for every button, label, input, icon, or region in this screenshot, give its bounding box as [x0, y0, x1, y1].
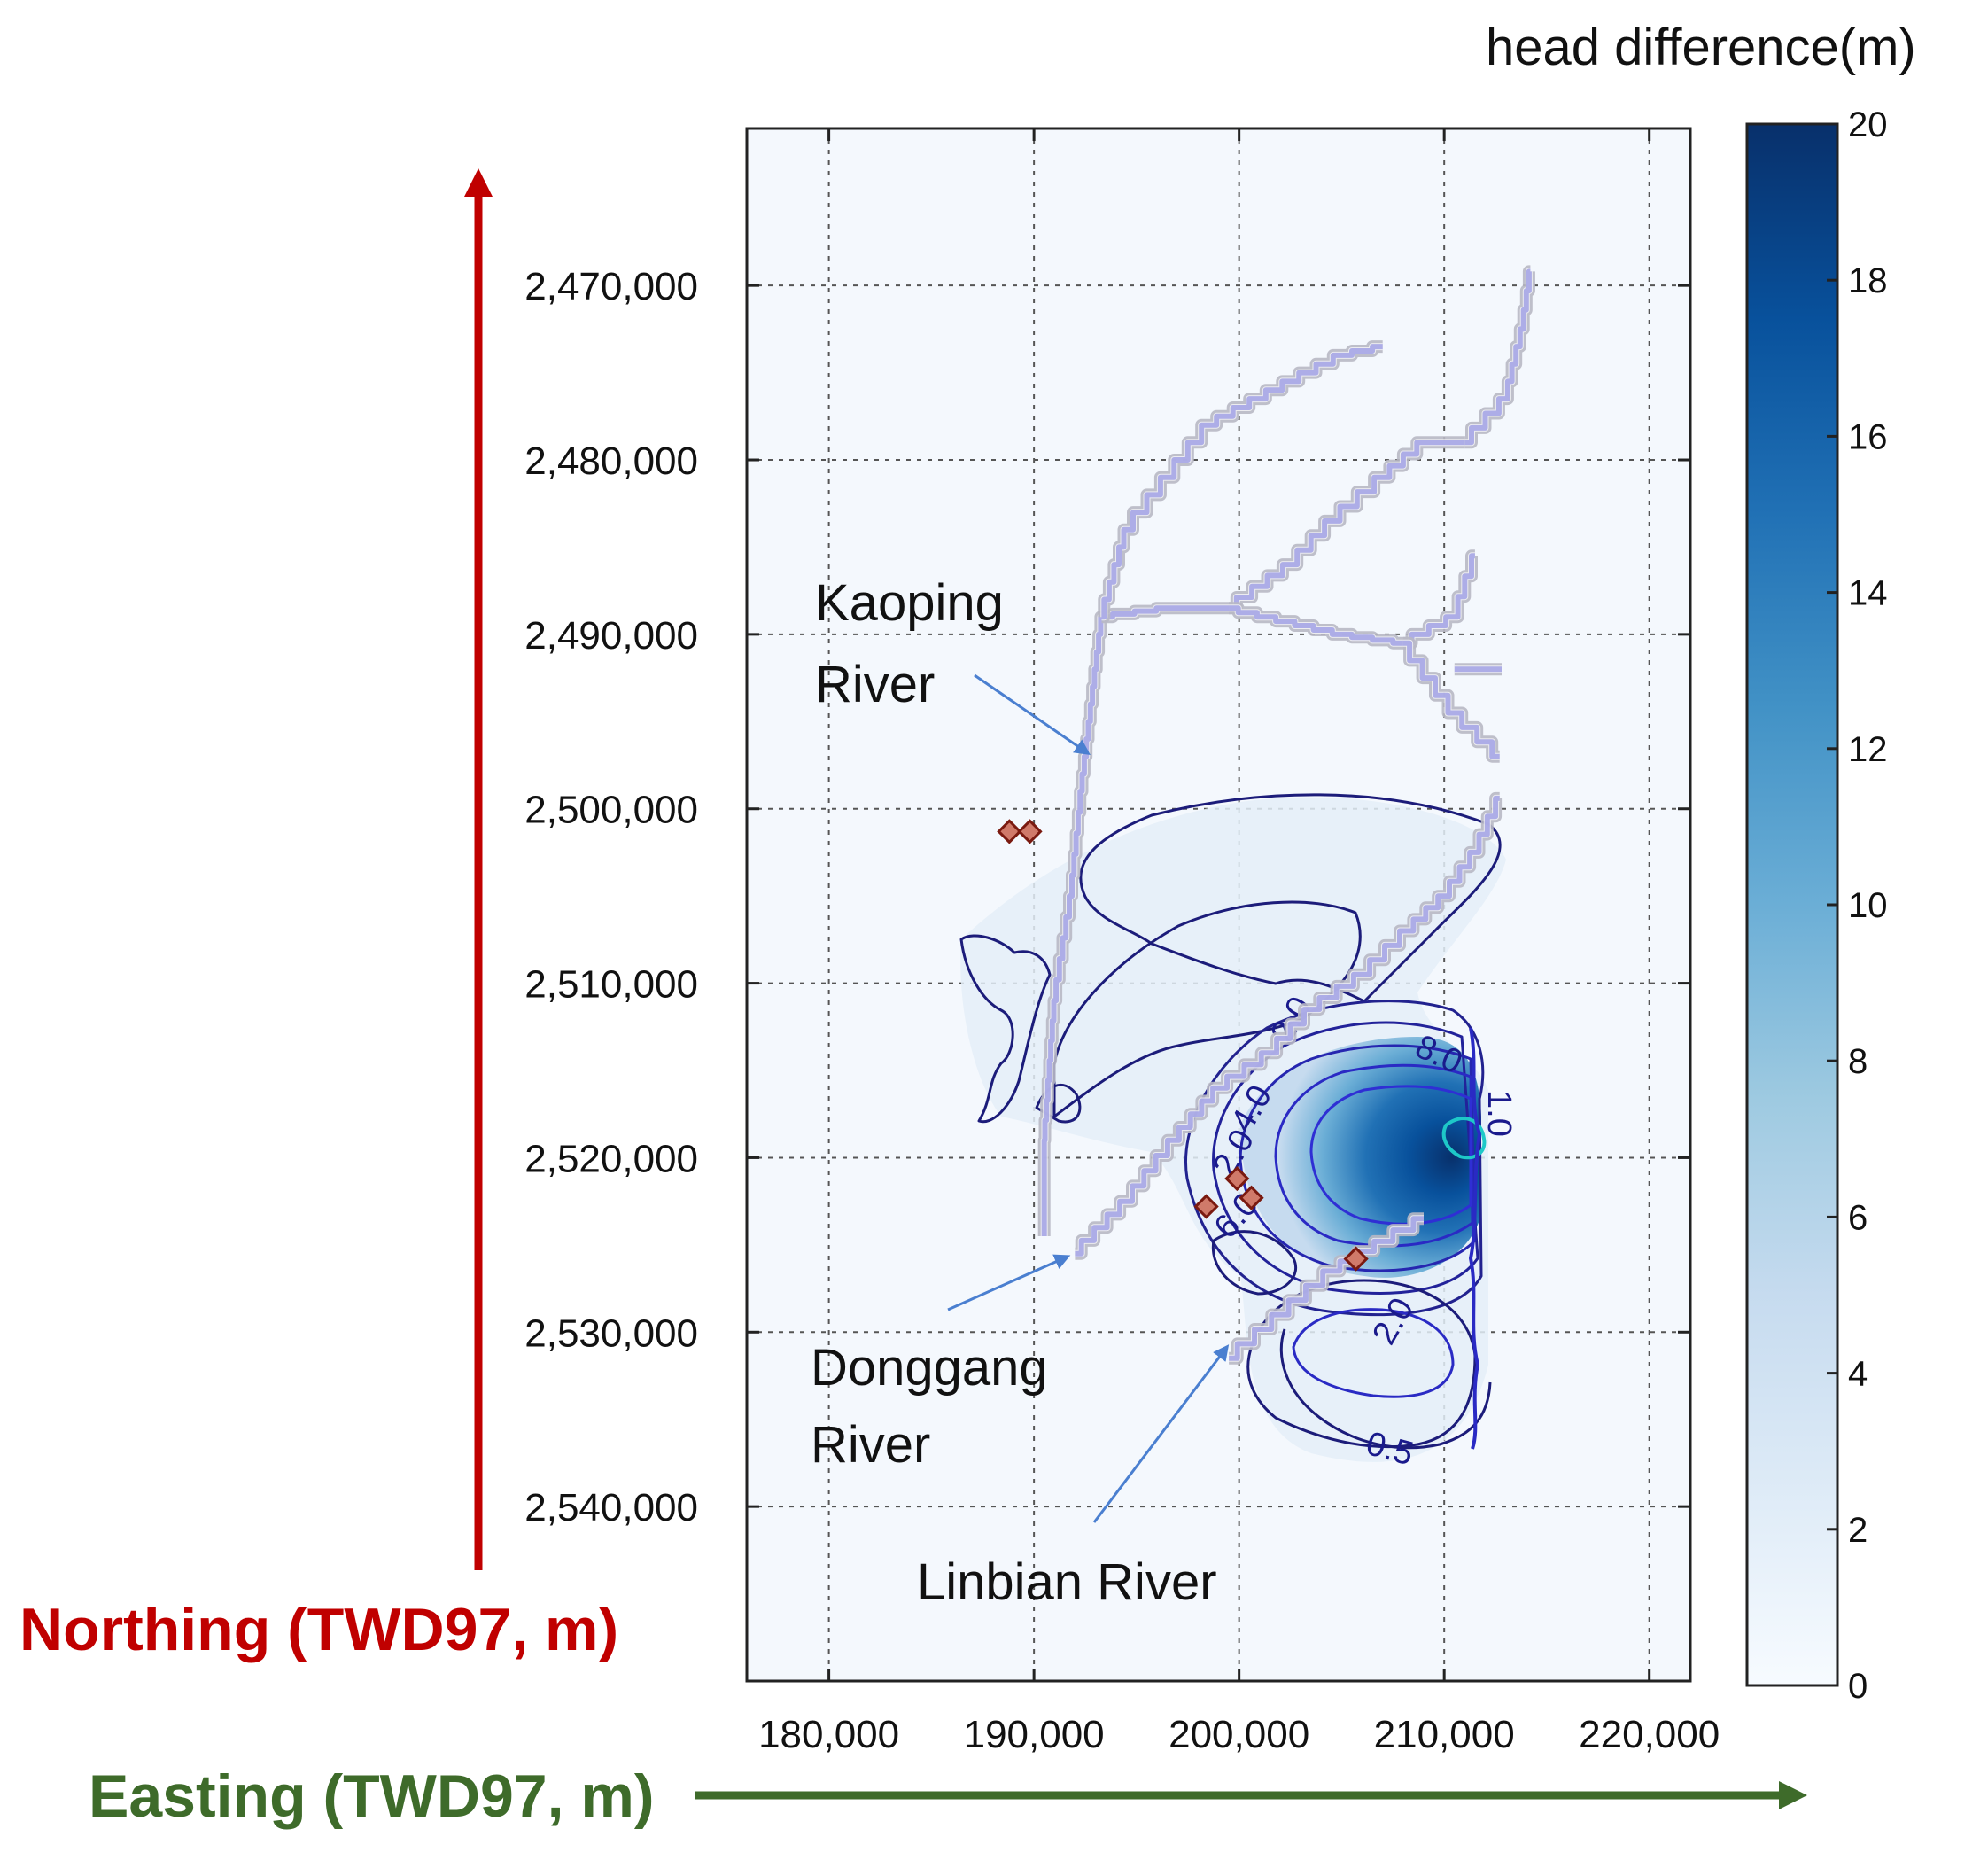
- contour-line: [1239, 1044, 1477, 1272]
- well-marker: [1017, 819, 1043, 844]
- y-tick-label: 2,510,000: [524, 963, 698, 1007]
- y-tick-label: 2,530,000: [524, 1311, 698, 1355]
- linbian-arrow: [1092, 1344, 1230, 1523]
- kaoping-arrow: [974, 673, 1091, 756]
- colorbar-title: head difference(m): [1486, 19, 1916, 76]
- river-label-line: River: [815, 656, 935, 713]
- river-label-line: Donggang: [811, 1339, 1048, 1397]
- colorbar-ticks: 0 2 4 6 8 10 12 14 16 18 20: [1827, 105, 1888, 1706]
- colorbar-tick-label: 2: [1848, 1511, 1868, 1550]
- easting-axis-label: Easting (TWD97, m): [89, 1763, 655, 1830]
- well-marker: [1193, 1194, 1219, 1219]
- wells: [997, 819, 1369, 1272]
- easting-arrowhead: [1779, 1781, 1807, 1809]
- contour-line: [1292, 1308, 1455, 1398]
- colorbar-tick-label: 0: [1848, 1667, 1868, 1706]
- well-marker: [997, 819, 1022, 844]
- colorbar-tick-label: 14: [1848, 574, 1888, 613]
- y-tick-label: 2,500,000: [524, 789, 698, 832]
- well-marker: [1239, 1185, 1264, 1210]
- river-label-line: River: [811, 1416, 930, 1474]
- colorbar-tick-label: 18: [1848, 261, 1888, 300]
- contour-label: 1.0: [1480, 1090, 1518, 1137]
- y-tick-label: 2,520,000: [524, 1137, 698, 1180]
- well-marker: [1343, 1246, 1369, 1272]
- plot-frame: [745, 127, 1692, 1683]
- river-course: [1075, 795, 1500, 1257]
- contour-line: [1079, 793, 1502, 1003]
- colorbar-tick-label: 4: [1848, 1355, 1868, 1394]
- river-label-linbian: Linbian River: [917, 1553, 1217, 1611]
- contour-line: [1052, 900, 1362, 1118]
- colorbar: [1745, 122, 1839, 1687]
- colorbar-tick-label: 10: [1848, 886, 1888, 925]
- y-tick-label: 2,470,000: [524, 265, 698, 308]
- colorbar-tick-label: 6: [1848, 1198, 1868, 1237]
- contour-lines: [959, 793, 1502, 1450]
- x-tick-label: 220,000: [1579, 1713, 1720, 1756]
- x-tick-label: 190,000: [964, 1713, 1105, 1756]
- x-tick-label: 210,000: [1374, 1713, 1515, 1756]
- donggang-arrow: [947, 1254, 1071, 1311]
- northing-axis-label: Northing (TWD97, m): [19, 1596, 618, 1663]
- colorbar-tick-label: 8: [1848, 1042, 1868, 1081]
- contour-line: [1469, 1027, 1481, 1450]
- river-label-line: Kaoping: [815, 574, 1004, 632]
- x-ticks: 180,000 190,000 200,000 210,000 220,000: [758, 128, 1720, 1756]
- x-tick-label: 180,000: [758, 1713, 899, 1756]
- river-course: [1229, 1216, 1424, 1361]
- river-course: [1464, 268, 1532, 446]
- river-course: [1402, 640, 1500, 759]
- colorbar-tick-label: 20: [1848, 105, 1888, 144]
- river-label-kaoping: Kaoping River: [815, 574, 1018, 713]
- colorbar-tick-label: 12: [1848, 730, 1888, 769]
- river-label-donggang: Donggang River: [811, 1339, 1062, 1474]
- x-tick-label: 200,000: [1169, 1713, 1309, 1756]
- contour-line: [1309, 1085, 1472, 1226]
- contour-line: [959, 934, 1052, 1124]
- northing-arrowhead: [464, 168, 493, 197]
- contour-line: [1279, 1328, 1492, 1450]
- river-course: [1101, 344, 1383, 620]
- y-tick-label: 2,490,000: [524, 614, 698, 658]
- rivers: [1037, 265, 1535, 1365]
- colorbar-tick-label: 16: [1848, 417, 1888, 456]
- river-course: [1041, 440, 1465, 1236]
- y-ticks: 2,470,000 2,480,000 2,490,000 2,500,000 2,51…: [524, 265, 1690, 1529]
- river-course: [1229, 553, 1475, 646]
- y-tick-label: 2,540,000: [524, 1486, 698, 1529]
- y-tick-label: 2,480,000: [524, 440, 698, 483]
- well-marker: [1224, 1165, 1250, 1192]
- river-annotations: Kaoping River Donggang River Linbian Riv…: [811, 574, 1230, 1611]
- contour-line: [1441, 1117, 1487, 1160]
- contour-line: [1211, 1230, 1297, 1296]
